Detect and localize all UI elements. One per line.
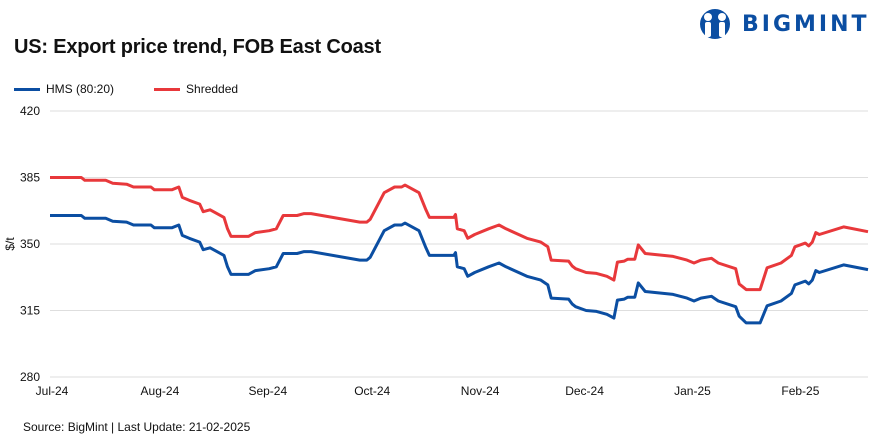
x-tick-label: Dec-24 (565, 384, 604, 398)
y-tick-label: 350 (20, 237, 40, 251)
series-line-hms (50, 214, 869, 325)
chart-title: US: Export price trend, FOB East Coast (14, 36, 381, 58)
y-axis-label: $/t (3, 237, 17, 251)
x-tick-label: Sep-24 (248, 384, 287, 398)
people-icon (700, 9, 730, 39)
bigmint-logo: BIGMINT (698, 8, 870, 40)
y-tick-label: 315 (20, 304, 40, 318)
x-tick-label: Oct-24 (354, 384, 390, 398)
legend-label: Shredded (186, 82, 239, 96)
y-tick-label: 385 (20, 171, 40, 185)
x-tick-label: Nov-24 (461, 384, 500, 398)
legend-item-hms[interactable]: HMS (80:20) (14, 82, 114, 96)
y-tick-label: 280 (20, 370, 40, 384)
legend-label: HMS (80:20) (46, 82, 115, 96)
legend: HMS (80:20) Shredded (14, 82, 278, 96)
legend-swatch-shredded (154, 87, 181, 91)
x-tick-label: Feb-25 (781, 384, 819, 398)
x-tick-label: Aug-24 (141, 384, 180, 398)
x-tick-label: Jan-25 (674, 384, 711, 398)
brand-name: BIGMINT (742, 11, 870, 37)
source-note: Source: BigMint | Last Update: 21-02-202… (23, 420, 251, 434)
y-tick-label: 420 (20, 104, 40, 118)
legend-item-shredded[interactable]: Shredded (154, 82, 238, 96)
x-tick-label: Jul-24 (36, 384, 69, 398)
legend-swatch-hms (14, 87, 40, 91)
series-line-shredded (50, 176, 869, 292)
